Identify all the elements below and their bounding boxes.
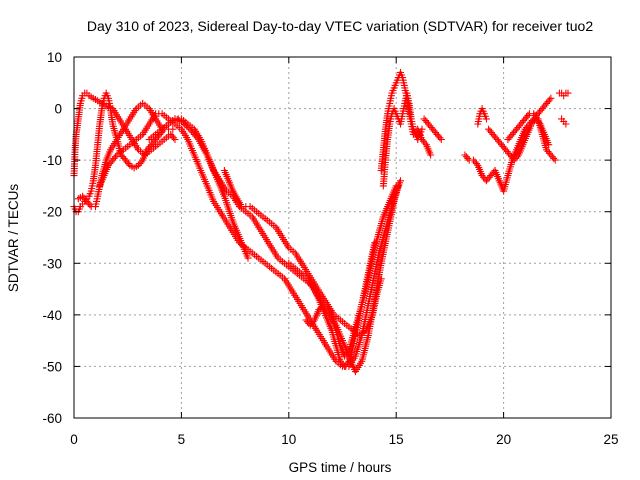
- series-arc-15: [491, 94, 555, 195]
- x-tick-label: 5: [178, 432, 186, 447]
- x-axis-tick-labels: 0 5 10 15 20 25: [70, 432, 618, 447]
- data-series: [70, 69, 572, 376]
- data-points: [504, 110, 559, 164]
- data-points: [220, 167, 385, 339]
- y-tick-label: -10: [42, 153, 62, 168]
- chart-title: Day 310 of 2023, Sidereal Day-to-day VTE…: [87, 18, 594, 34]
- series-arc-10: [379, 89, 426, 190]
- x-tick-label: 15: [389, 432, 404, 447]
- series-arc-16: [504, 110, 559, 164]
- data-points: [285, 239, 379, 370]
- data-points: [461, 151, 499, 185]
- x-axis-label: GPS time / hours: [289, 460, 392, 475]
- plot-frame: [73, 56, 612, 419]
- data-points: [96, 110, 404, 370]
- data-points: [555, 89, 572, 100]
- data-points: [474, 105, 490, 128]
- series-arc-13: [474, 105, 490, 128]
- series-arc-4: [96, 110, 404, 370]
- y-axis-tick-labels: -60 -50 -40 -30 -20 -10 0 10: [42, 50, 62, 426]
- series-arc-6: [220, 167, 385, 339]
- data-points: [558, 115, 570, 128]
- y-axis-label: SDTVAR / TECUs: [6, 184, 21, 293]
- x-tick-label: 20: [496, 432, 511, 447]
- series-arc-8: [285, 239, 379, 370]
- y-tick-label: 0: [54, 102, 62, 117]
- y-tick-label: -40: [42, 308, 62, 323]
- x-tick-label: 0: [70, 432, 78, 447]
- y-tick-label: 10: [47, 50, 62, 65]
- data-points: [145, 115, 402, 376]
- series-arc-12: [461, 151, 499, 185]
- series-arc-17: [555, 89, 572, 100]
- y-tick-label: -30: [42, 256, 62, 271]
- y-tick-label: -50: [42, 359, 62, 374]
- axis-ticks: [73, 56, 612, 419]
- y-tick-label: -60: [42, 411, 62, 426]
- series-arc-11: [420, 115, 445, 143]
- series-arc-18: [558, 115, 570, 128]
- y-tick-label: -20: [42, 205, 62, 220]
- data-points: [420, 115, 445, 143]
- x-tick-label: 25: [603, 432, 618, 447]
- data-points: [379, 89, 426, 190]
- data-points: [491, 94, 555, 195]
- series-arc-5: [145, 115, 402, 376]
- x-tick-label: 10: [281, 432, 296, 447]
